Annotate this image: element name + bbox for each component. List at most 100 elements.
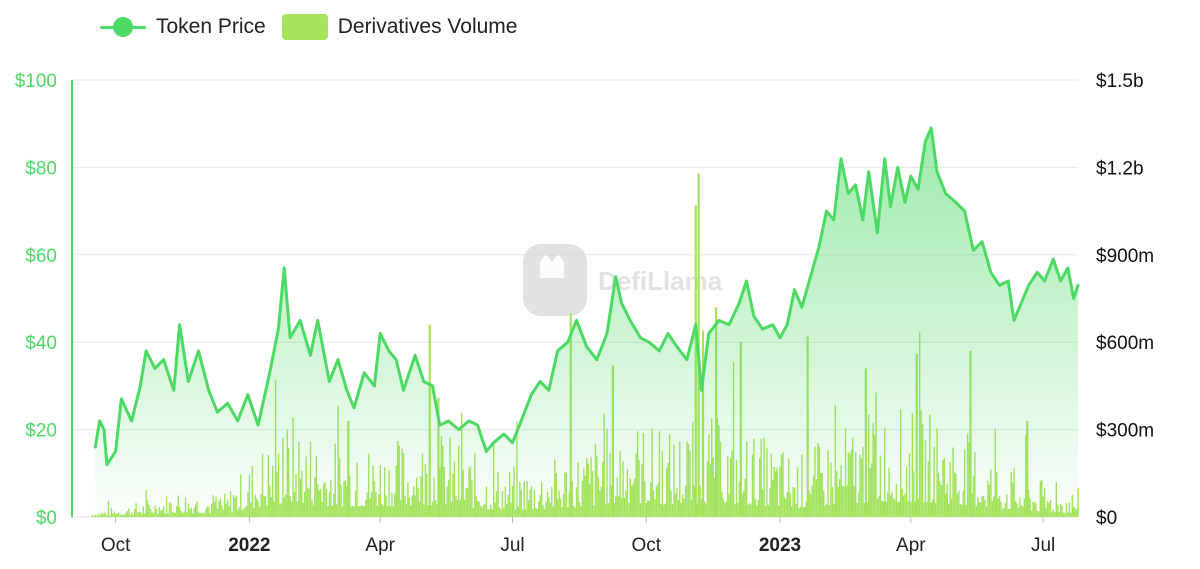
price-point (972, 249, 975, 252)
price-point (530, 393, 533, 396)
price-point (1043, 280, 1046, 282)
price-point (840, 157, 842, 160)
price-point (216, 411, 219, 413)
legend-label-token-price: Token Price (156, 15, 266, 38)
legend-item-derivatives-volume[interactable]: Derivatives Volume (281, 14, 518, 40)
price-point (658, 350, 661, 352)
price-point (566, 341, 569, 344)
x-tick-label: Apr (365, 535, 395, 556)
price-point (388, 350, 390, 352)
price-point (299, 319, 302, 322)
price-point (106, 463, 108, 466)
price-point (761, 328, 764, 330)
price-point (596, 358, 598, 361)
price-point (930, 127, 932, 129)
price-point (883, 157, 886, 160)
legend-item-token-price[interactable]: Token Price (100, 15, 266, 39)
price-point (606, 332, 608, 335)
price-point (700, 389, 703, 392)
price-line (93, 126, 1080, 467)
price-point (309, 354, 312, 357)
x-tick-label: Jul (1031, 535, 1055, 556)
price-point (379, 332, 381, 335)
price-point (728, 323, 730, 326)
price-point (337, 358, 339, 361)
y-right-tick-label: $1.5b (1096, 71, 1144, 92)
y-right-tick-label: $600m (1096, 333, 1154, 354)
price-point (178, 323, 181, 326)
y-left-tick-label: $80 (25, 158, 57, 179)
price-point (771, 323, 774, 326)
price-point (1036, 271, 1039, 274)
price-point (114, 450, 117, 453)
price-point (289, 337, 291, 339)
price-point (1020, 302, 1023, 304)
price-point (162, 358, 165, 361)
price-point (738, 302, 741, 304)
price-point (130, 420, 133, 422)
price-point (328, 380, 331, 383)
price-point (818, 245, 821, 247)
price-point (648, 341, 650, 344)
price-point (1007, 280, 1010, 282)
price-point (944, 192, 947, 195)
y-left-tick-label: $0 (36, 508, 57, 529)
price-point (268, 371, 271, 374)
price-point (1067, 267, 1069, 269)
price-point (924, 140, 927, 142)
price-point (316, 319, 319, 322)
price-point (718, 319, 720, 322)
price-point (485, 450, 488, 453)
price-point (910, 175, 912, 177)
price-point (395, 358, 397, 361)
price-point (257, 424, 259, 427)
price-area-fill (95, 128, 1079, 517)
price-point (154, 367, 156, 370)
x-tick-label: Apr (896, 535, 926, 556)
price-point (511, 441, 514, 444)
y-right-tick-label: $300m (1096, 421, 1154, 442)
price-point (745, 280, 748, 282)
price-point (145, 350, 147, 352)
price-point (904, 201, 906, 204)
price-point (476, 424, 479, 427)
price-point (847, 192, 850, 195)
price-point (345, 389, 348, 392)
price-point (963, 210, 966, 212)
price-point (694, 323, 697, 326)
x-tick-label: 2023 (759, 535, 801, 556)
price-point (457, 428, 460, 431)
price-point (707, 332, 710, 335)
price-point (1013, 319, 1015, 322)
price-point (793, 288, 796, 291)
price-point (675, 345, 678, 348)
price-point (187, 380, 190, 383)
price-point (876, 232, 879, 234)
price-point (639, 337, 642, 339)
price-point (936, 170, 938, 173)
price-point (1052, 258, 1055, 260)
legend-label-derivatives-volume: Derivatives Volume (337, 15, 518, 38)
price-point (468, 420, 470, 422)
chart-legend: Token Price Derivatives Volume (100, 14, 517, 40)
price-point (753, 315, 755, 317)
y-left-tick-label: $100 (15, 71, 57, 92)
price-point (402, 389, 405, 392)
price-point (989, 271, 992, 274)
price-point (686, 358, 688, 361)
price-point (1027, 284, 1030, 287)
price-point (431, 385, 434, 387)
price-point (277, 328, 280, 330)
price-point (226, 402, 229, 405)
price-point (896, 166, 899, 169)
price-points (94, 127, 1079, 466)
price-point (353, 406, 355, 409)
price-point (825, 210, 828, 212)
price-point (614, 275, 617, 278)
price-point (800, 306, 803, 309)
price-point (556, 350, 559, 352)
price-point (207, 389, 210, 392)
llama-logo-icon (523, 244, 587, 316)
axes: $0 $0 $20 $300m $40 $600m $60 $900m $80 $1.2b $100… (15, 71, 1154, 556)
